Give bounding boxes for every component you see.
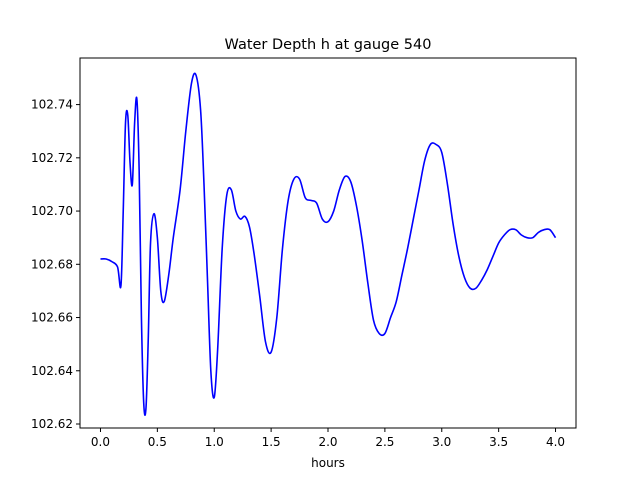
x-tick-label: 3.0	[432, 435, 451, 449]
x-tick-label: 2.0	[318, 435, 337, 449]
y-tick-label: 102.70	[31, 204, 73, 218]
y-tick-label: 102.66	[31, 311, 73, 325]
series-line	[100, 72, 557, 416]
y-tick-label: 102.64	[31, 364, 73, 378]
x-tick-label: 1.5	[262, 435, 281, 449]
y-tick-label: 102.74	[31, 98, 73, 112]
x-tick-label: 2.5	[375, 435, 394, 449]
x-tick-label: 4.0	[546, 435, 565, 449]
plot-area: 0.0 0.5 1.0 1.5 2.0 2.5 3.0 3.5 4.0 102.62 102.64 1…	[31, 72, 565, 449]
y-tick-label: 102.62	[31, 417, 73, 431]
x-tick-label: 1.0	[205, 435, 224, 449]
y-tick-label: 102.72	[31, 151, 73, 165]
axes-frame	[79, 57, 577, 429]
x-tick-label: 3.5	[489, 435, 508, 449]
x-tick-label: 0.5	[148, 435, 167, 449]
x-axis-label: hours	[311, 456, 345, 470]
chart-title: Water Depth h at gauge 540	[225, 37, 432, 53]
x-tick-label: 0.0	[91, 435, 110, 449]
y-tick-label: 102.68	[31, 257, 73, 271]
